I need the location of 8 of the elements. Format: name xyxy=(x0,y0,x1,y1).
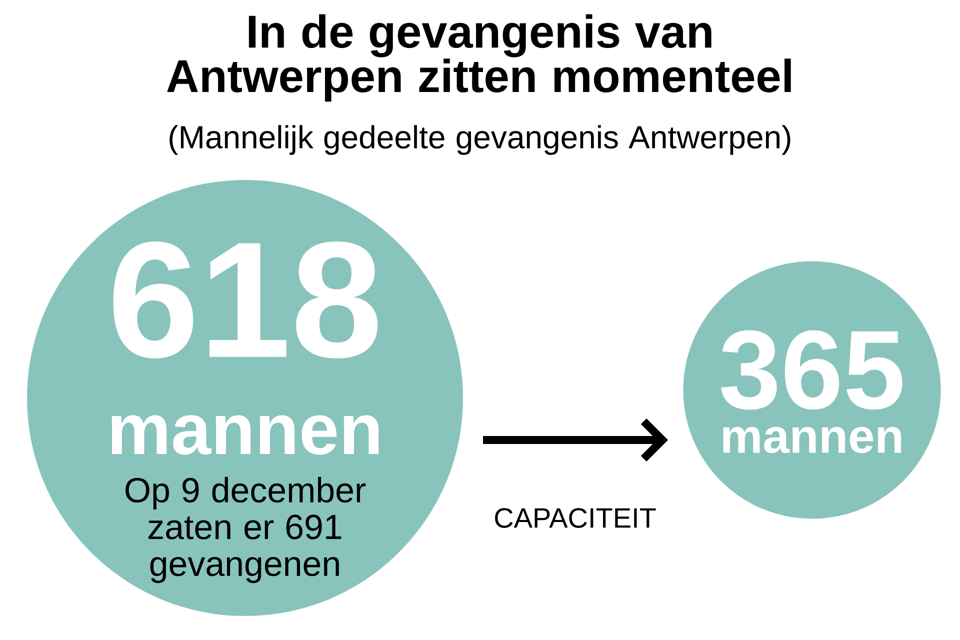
text: (Mannelijk gedeelte gevangenis Antwerpen) xyxy=(170,125,790,155)
text: Op 9 december zaten er 691 gevangenen xyxy=(125,476,366,584)
text: mannen xyxy=(112,415,379,455)
text: mannen xyxy=(723,426,902,454)
data-label: 365 xyxy=(721,330,902,410)
text: In de gevangenis van Antwerpen zitten momenteel xyxy=(167,14,791,102)
text: CAPACITEIT xyxy=(495,508,656,528)
data-label: 618 xyxy=(113,242,378,358)
